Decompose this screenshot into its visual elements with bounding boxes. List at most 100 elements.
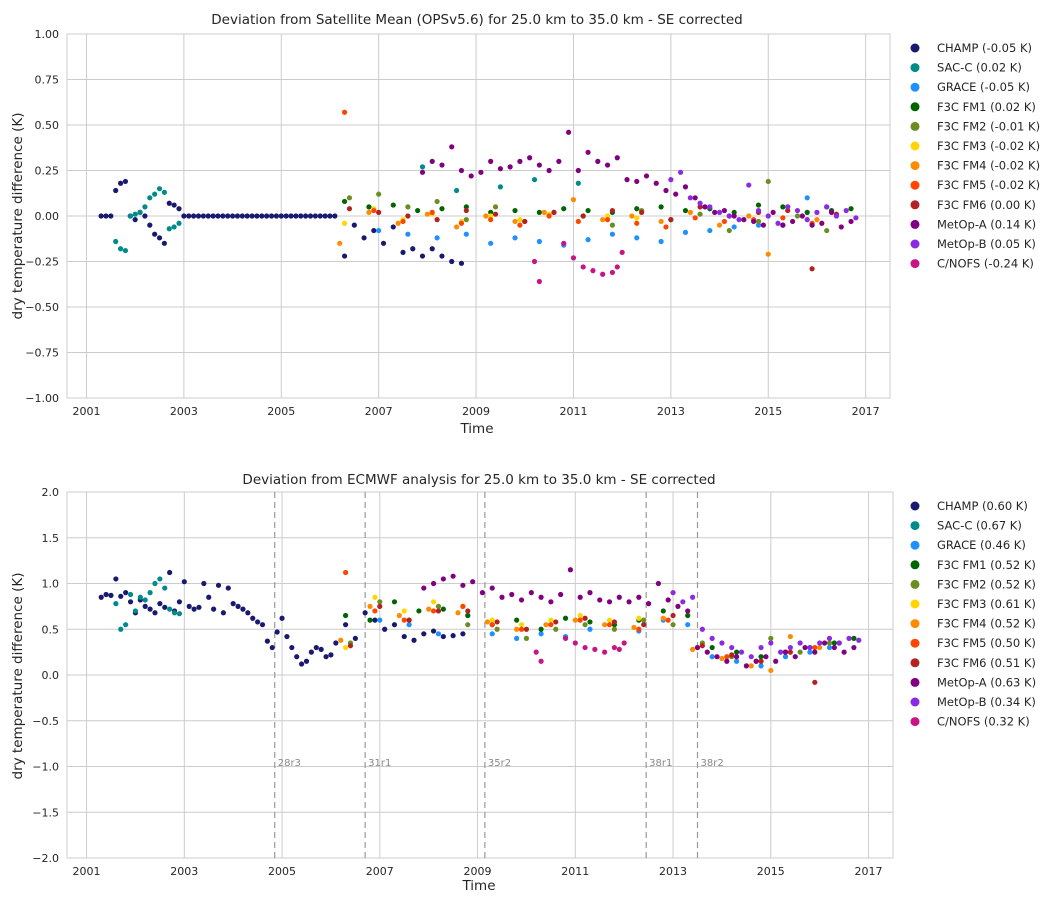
data-point	[812, 644, 818, 651]
data-point	[274, 629, 280, 635]
data-point	[362, 610, 368, 616]
data-point	[604, 217, 611, 223]
data-point	[142, 603, 148, 609]
data-point	[580, 264, 586, 270]
data-point	[435, 603, 442, 609]
series-f3c-fm3	[342, 594, 642, 651]
data-point	[558, 591, 564, 598]
data-point	[851, 635, 857, 642]
data-point	[614, 264, 620, 270]
x-tick-label: 2011	[561, 865, 589, 878]
data-point	[434, 217, 440, 223]
data-point	[259, 213, 265, 219]
data-point	[746, 213, 752, 219]
data-point	[575, 180, 581, 186]
y-axis-label: dry temperature difference (K)	[10, 113, 26, 320]
data-point	[794, 207, 801, 214]
data-point	[780, 222, 786, 228]
data-point	[663, 224, 669, 230]
data-point	[670, 612, 676, 619]
data-point	[595, 158, 601, 164]
data-point	[626, 599, 632, 605]
data-point	[123, 622, 129, 628]
data-point	[514, 626, 520, 632]
y-tick-label: 0.75	[35, 74, 60, 87]
data-point	[200, 213, 206, 219]
legend-marker	[910, 697, 920, 707]
data-point	[167, 569, 173, 576]
data-point	[836, 640, 842, 646]
data-point	[235, 603, 241, 609]
data-point	[629, 213, 635, 219]
data-point	[494, 626, 500, 632]
legend-label: F3C FM6 (0.00 K)	[937, 198, 1036, 212]
data-point	[680, 599, 686, 605]
data-point	[460, 582, 466, 588]
data-point	[731, 213, 737, 219]
data-point	[430, 628, 437, 634]
data-point	[419, 164, 426, 170]
data-point	[856, 637, 862, 643]
data-point	[575, 167, 581, 174]
data-point	[465, 622, 471, 628]
data-point	[439, 206, 445, 212]
data-point	[132, 217, 138, 223]
data-point	[440, 606, 446, 612]
data-point	[809, 222, 815, 228]
data-point	[724, 658, 730, 664]
data-point	[575, 218, 581, 225]
data-point	[127, 213, 133, 219]
data-point	[712, 209, 718, 215]
data-point	[113, 601, 119, 607]
data-point	[851, 644, 857, 651]
data-point	[327, 213, 333, 219]
data-point	[675, 603, 681, 609]
data-point	[704, 649, 710, 655]
data-point	[631, 624, 637, 631]
data-point	[103, 213, 109, 219]
data-point	[634, 206, 640, 212]
data-point	[782, 649, 789, 655]
data-point	[785, 207, 791, 214]
data-point	[421, 585, 427, 591]
data-point	[113, 238, 119, 245]
data-point	[561, 240, 567, 246]
data-point	[460, 631, 466, 637]
data-point	[152, 191, 158, 197]
legend-marker	[910, 161, 920, 171]
data-point	[191, 606, 197, 612]
data-point	[367, 617, 373, 623]
data-point	[400, 218, 406, 225]
data-point	[831, 640, 837, 646]
data-point	[167, 606, 173, 612]
data-point	[533, 649, 539, 655]
data-point	[665, 597, 671, 603]
legend-label: MetOp-B (0.05 K)	[937, 237, 1036, 251]
data-point	[785, 204, 791, 210]
data-point	[458, 260, 465, 266]
data-point	[132, 608, 139, 614]
data-point	[685, 608, 691, 614]
data-point	[536, 209, 542, 215]
legend-marker	[910, 121, 920, 131]
data-point	[802, 644, 808, 651]
data-point	[489, 631, 495, 637]
x-tick-label: 2009	[464, 865, 492, 878]
data-point	[600, 271, 606, 277]
data-point	[118, 593, 124, 599]
data-point	[465, 608, 471, 614]
data-point	[670, 622, 676, 628]
data-point	[127, 591, 134, 598]
data-point	[416, 608, 422, 614]
data-point	[616, 594, 622, 600]
legend-label: C/NOFS (-0.24 K)	[937, 257, 1034, 271]
data-point	[376, 209, 382, 215]
series-f3c-fm4	[338, 603, 823, 674]
data-point	[507, 164, 513, 170]
data-point	[597, 597, 603, 603]
data-point	[824, 204, 830, 210]
data-point	[463, 217, 469, 223]
x-tick-label: 2001	[73, 865, 101, 878]
data-point	[117, 180, 124, 186]
data-point	[488, 217, 494, 223]
